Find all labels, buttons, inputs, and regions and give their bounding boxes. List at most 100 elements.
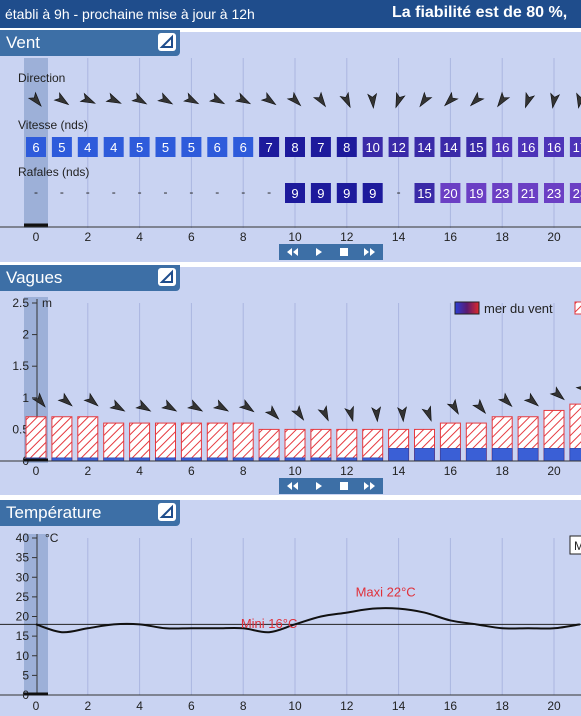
wave-direction-arrow [523,392,539,407]
wave-height-bar [129,422,151,462]
wind-speed-cell [51,137,72,157]
collapse-icon[interactable] [158,33,176,51]
speed-label: Vitesse (nds) [18,118,88,132]
wave-direction-arrow-shape [497,392,513,408]
wind-direction-arrow [79,92,96,104]
reliability-text: La fiabilité est de 80 %, [392,4,568,21]
wave-height-bar [336,428,358,462]
rewind-icon [287,482,298,490]
rewind-icon [287,248,298,256]
wind-gust-value: - [164,185,168,199]
gusts-label: Rafales (nds) [18,165,89,179]
wind-direction-arrow [419,91,433,108]
x-tick-label: 8 [240,464,247,478]
wind-gust-value: - [34,185,38,199]
y-tick-label: 1.5 [12,359,29,373]
separator [0,262,581,267]
wind-speed-value: 14 [443,140,457,155]
x-tick-label: 0 [33,464,40,478]
x-tick-label: 14 [392,699,406,713]
max-temp-annotation: Maxi 22°C [356,585,416,600]
wind-gust-cell [310,183,331,203]
legend-label: M [574,539,581,553]
wind-speed-value: 4 [84,140,91,155]
wind-direction-arrow-shape [53,92,70,106]
wave-direction-arrow [57,392,73,407]
nav-bar [279,478,383,494]
wind-speed-value: 8 [343,140,350,155]
x-tick-label: 18 [496,230,510,244]
reset-button[interactable] [340,248,348,256]
forward-button[interactable] [364,248,375,256]
x-tick-label: 10 [288,230,302,244]
wave-height-bar [232,422,254,462]
wave-direction-arrow-shape [161,399,178,412]
wind-speed-value: 16 [521,140,535,155]
y-tick-label: 25 [16,590,30,604]
x-tick-label: 8 [240,699,247,713]
wind-gust-value: 21 [521,186,535,201]
wind-direction-arrow-shape [550,92,561,109]
play-button[interactable] [316,248,322,256]
wave-direction-arrow-shape [397,406,407,423]
x-tick-label: 12 [340,230,354,244]
wave-direction-arrow [497,392,513,408]
play-button[interactable] [316,482,322,490]
temperature-section-header[interactable]: Température [0,500,180,526]
wave-direction-arrow [291,405,305,421]
collapse-icon[interactable] [158,503,176,521]
wave-direction-arrow [135,399,152,412]
min-temp-annotation: Mini 16°C [241,616,298,631]
wave-direction-arrow-shape [83,392,99,407]
y-tick-label: 30 [16,570,30,584]
wind-speed-cell [414,137,435,157]
wind-speed-cell [518,137,539,157]
wind-sea-bar [543,448,565,462]
wave-direction-arrow-shape [109,399,126,412]
waves-section-header[interactable]: Vagues [0,265,180,291]
x-tick-label: 12 [340,699,354,713]
wave-direction-arrow-shape [212,399,230,412]
wave-height-bar [180,422,202,462]
wind-direction-arrow [208,92,226,105]
rewind-button[interactable] [287,248,298,256]
x-tick-label: 16 [444,230,458,244]
x-tick-label: 12 [340,464,354,478]
collapse-icon[interactable] [158,268,176,286]
wind-speed-cell [259,137,280,157]
wind-direction-arrow-shape [444,91,459,107]
wind-direction-arrow-shape [131,92,148,105]
wind-gust-cell [362,183,383,203]
wind-gust-cell [518,183,539,203]
wind-gust-value: 19 [469,186,483,201]
wave-direction-arrow-shape [523,392,539,407]
wind-direction-arrow-shape [105,92,122,104]
wind-section-header[interactable]: Vent [0,30,180,56]
reset-button[interactable] [340,482,348,490]
wave-direction-arrow [31,392,46,408]
wind-direction-arrow-shape [183,92,200,105]
time-nav-controls [279,244,383,260]
reset-icon [340,482,348,490]
rewind-button[interactable] [287,482,298,490]
wind-sea-bar [440,448,461,462]
wave-direction-arrow [264,405,280,420]
y-tick-label: 2 [22,328,29,342]
x-tick-label: 2 [84,699,91,713]
wind-gust-value: 9 [317,186,324,201]
wave-height-bar [103,422,125,462]
wind-gust-value: - [138,185,142,199]
wind-direction-arrow-shape [419,91,433,108]
x-tick-label: 6 [188,699,195,713]
play-icon [316,482,322,490]
wind-gust-value: 15 [417,186,431,201]
wave-height-bar [206,422,228,462]
wind-direction-arrow-shape [312,91,327,108]
wind-direction-arrow [286,91,302,107]
wind-direction-arrow [339,91,351,109]
nav-bar [279,244,383,260]
legend-box [569,535,581,555]
forward-button[interactable] [364,482,375,490]
wind-sea-bar [465,448,487,462]
